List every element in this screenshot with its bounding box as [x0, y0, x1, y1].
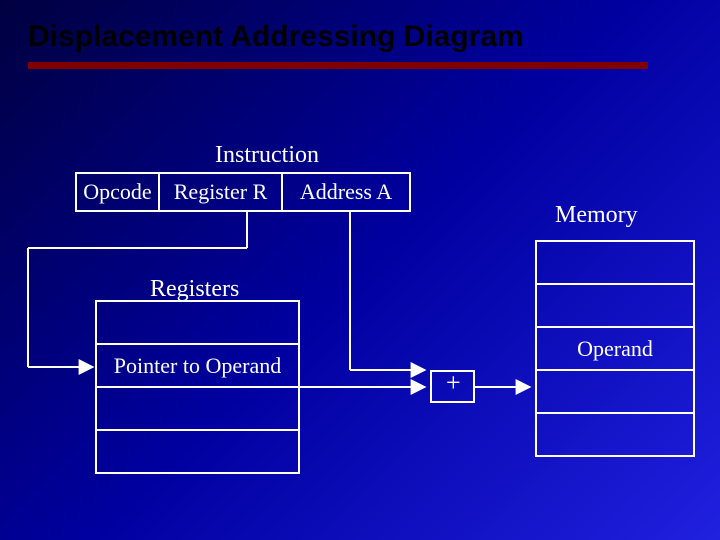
instruction-cell-2: Address A — [281, 172, 411, 212]
memory-table: Operand — [535, 240, 695, 457]
instruction-row: OpcodeRegister RAddress A — [75, 172, 411, 212]
page-title: Displacement Addressing Diagram — [28, 20, 524, 54]
instruction-cell-0: Opcode — [75, 172, 160, 212]
registers-row-1: Pointer to Operand — [95, 343, 300, 388]
memory-row-1 — [535, 283, 695, 328]
instruction-label: Instruction — [215, 142, 319, 169]
memory-row-2: Operand — [535, 326, 695, 371]
plus-symbol: + — [446, 368, 461, 398]
title-underline — [28, 62, 648, 69]
memory-row-3 — [535, 369, 695, 414]
registers-row-0 — [95, 300, 300, 345]
instruction-cell-1: Register R — [158, 172, 283, 212]
memory-row-4 — [535, 412, 695, 457]
registers-table: Pointer to Operand — [95, 300, 300, 474]
registers-label: Registers — [150, 276, 239, 303]
memory-label: Memory — [555, 202, 638, 229]
registers-row-3 — [95, 429, 300, 474]
memory-row-0 — [535, 240, 695, 285]
registers-row-2 — [95, 386, 300, 431]
